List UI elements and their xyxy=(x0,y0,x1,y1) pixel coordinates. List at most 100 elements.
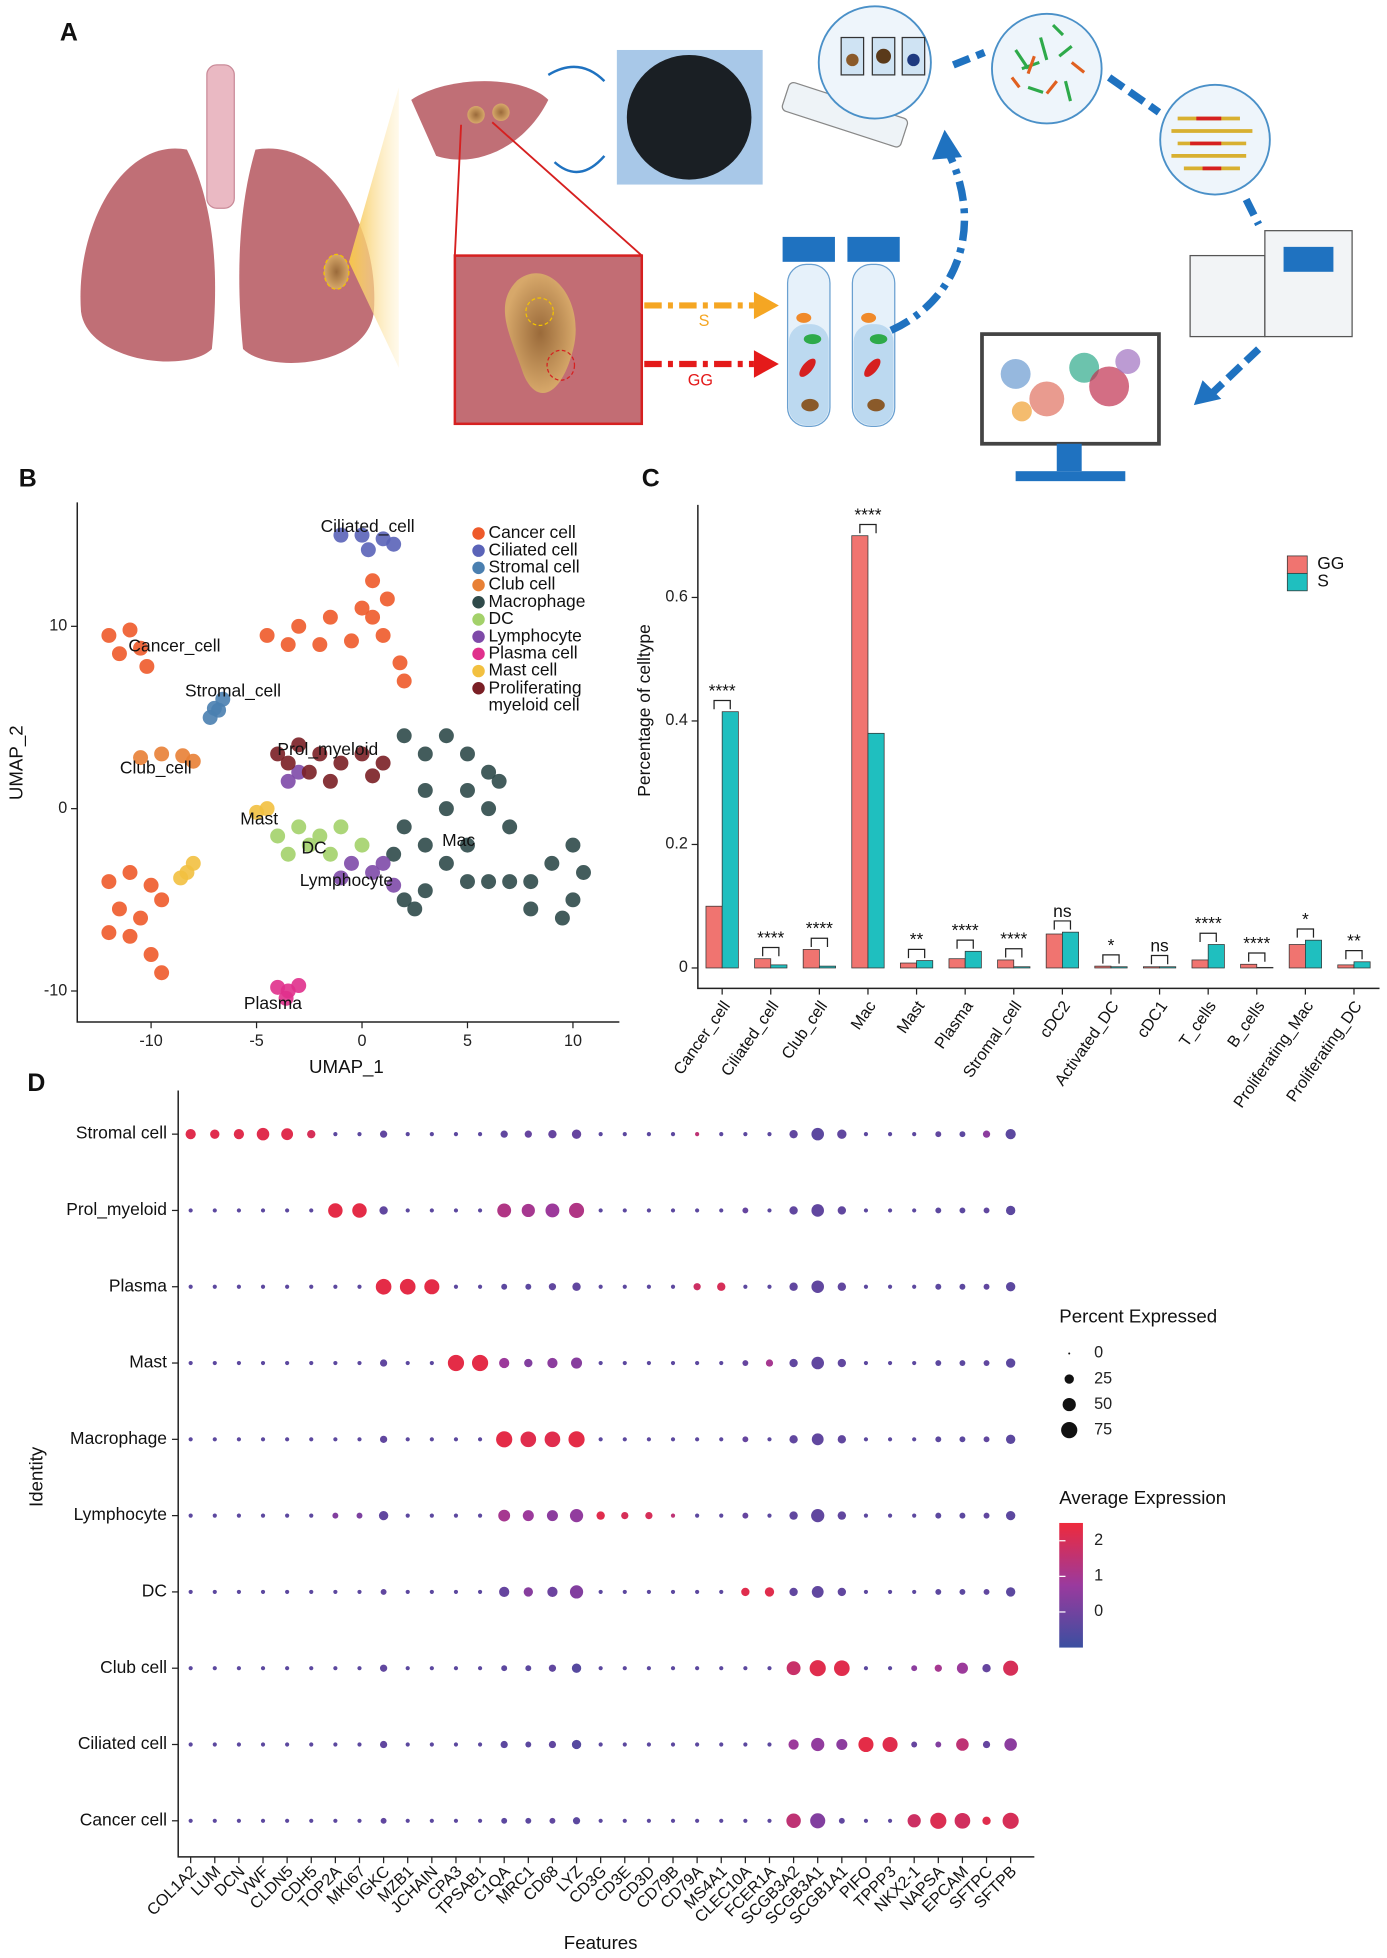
panel-label: A xyxy=(60,18,78,46)
point xyxy=(101,925,117,941)
dot xyxy=(379,1664,388,1672)
dot xyxy=(429,1132,434,1137)
dot xyxy=(285,1360,290,1366)
panel-label: B xyxy=(19,464,37,492)
dot xyxy=(501,1283,508,1290)
point xyxy=(259,627,275,643)
dot xyxy=(1005,1205,1016,1216)
dot xyxy=(309,1437,314,1442)
point xyxy=(407,901,423,917)
zoom-line xyxy=(453,121,643,257)
dot xyxy=(260,1513,266,1518)
bar xyxy=(1288,944,1306,969)
dot xyxy=(742,1360,749,1366)
dot xyxy=(789,1129,798,1139)
point xyxy=(101,874,117,890)
dot xyxy=(405,1589,410,1595)
dot xyxy=(837,1282,847,1291)
zoom-beam xyxy=(348,87,399,368)
dot xyxy=(379,1740,388,1749)
dot xyxy=(333,1132,338,1137)
bar xyxy=(1094,965,1112,969)
dot xyxy=(789,1282,798,1291)
bar xyxy=(1142,966,1160,969)
sig-bracket xyxy=(1199,932,1217,943)
y-tick-label: 0.4 xyxy=(665,711,688,729)
cluster-label: DC xyxy=(301,837,326,857)
dot xyxy=(285,1666,290,1671)
dot xyxy=(453,1132,459,1137)
colorbar-tick-label: 0 xyxy=(1094,1602,1103,1620)
point xyxy=(460,837,475,853)
dot xyxy=(863,1437,869,1442)
dot xyxy=(477,1818,483,1823)
point xyxy=(523,874,539,890)
point xyxy=(460,782,475,798)
dot xyxy=(572,1817,581,1825)
dot xyxy=(525,1283,532,1290)
dot xyxy=(1005,1358,1016,1368)
dot xyxy=(887,1589,893,1595)
x-tick-label: Mast xyxy=(893,997,928,1036)
dot xyxy=(670,1437,676,1442)
dot xyxy=(477,1132,483,1137)
dot xyxy=(188,1513,193,1518)
dot xyxy=(959,1360,966,1366)
dot xyxy=(1005,1434,1016,1445)
dot xyxy=(524,1130,532,1138)
dot xyxy=(622,1589,627,1595)
dot xyxy=(622,1208,627,1213)
dot xyxy=(622,1818,627,1823)
legend-label: Club cell xyxy=(489,574,556,594)
x-tick-label: B_cells xyxy=(1224,998,1269,1051)
dot xyxy=(188,1208,193,1213)
point xyxy=(379,591,395,607)
dot xyxy=(236,1742,241,1747)
sig-label: * xyxy=(1302,909,1309,929)
y-tick-label: 0 xyxy=(679,958,688,976)
x-tick-label: -5 xyxy=(249,1032,263,1050)
legend-swatch xyxy=(1286,572,1308,592)
dot xyxy=(598,1742,603,1747)
dot xyxy=(309,1589,314,1595)
dot xyxy=(548,1664,557,1672)
point xyxy=(481,801,497,817)
dot xyxy=(236,1818,241,1823)
point xyxy=(396,892,412,908)
point xyxy=(185,753,201,769)
bar xyxy=(1110,966,1128,969)
y-tick-label: Plasma xyxy=(109,1275,167,1295)
legend-label: Stromal cell xyxy=(489,556,580,576)
point xyxy=(460,746,475,762)
dot xyxy=(811,1356,824,1370)
colorbar xyxy=(1059,1522,1083,1648)
x-tick-label: 0 xyxy=(358,1032,367,1050)
legend-label: Plasma cell xyxy=(489,642,578,662)
dot xyxy=(260,1360,266,1366)
y-tick-label: Macrophage xyxy=(70,1428,167,1448)
dot xyxy=(670,1666,676,1671)
x-tick-label: 10 xyxy=(564,1032,582,1050)
sig-label: ns xyxy=(1150,935,1169,955)
sig-bracket xyxy=(907,948,926,959)
y-tick-label: Mast xyxy=(129,1352,167,1372)
dot xyxy=(743,1742,748,1747)
arrow xyxy=(889,147,969,334)
dot xyxy=(405,1513,410,1518)
point xyxy=(354,527,370,543)
dot xyxy=(357,1666,362,1671)
dot xyxy=(789,1206,798,1215)
point xyxy=(111,901,127,917)
dot xyxy=(477,1208,483,1213)
point xyxy=(417,837,433,853)
dot xyxy=(719,1666,724,1671)
transcripts xyxy=(991,12,1103,125)
diagram xyxy=(80,5,1353,482)
cluster-label: Ciliated_cell xyxy=(321,516,415,537)
dot xyxy=(499,1586,510,1598)
panel-label: C xyxy=(642,464,660,492)
sig-bracket xyxy=(1296,928,1315,938)
dot xyxy=(500,1130,508,1138)
point xyxy=(249,804,265,820)
point xyxy=(291,764,307,780)
